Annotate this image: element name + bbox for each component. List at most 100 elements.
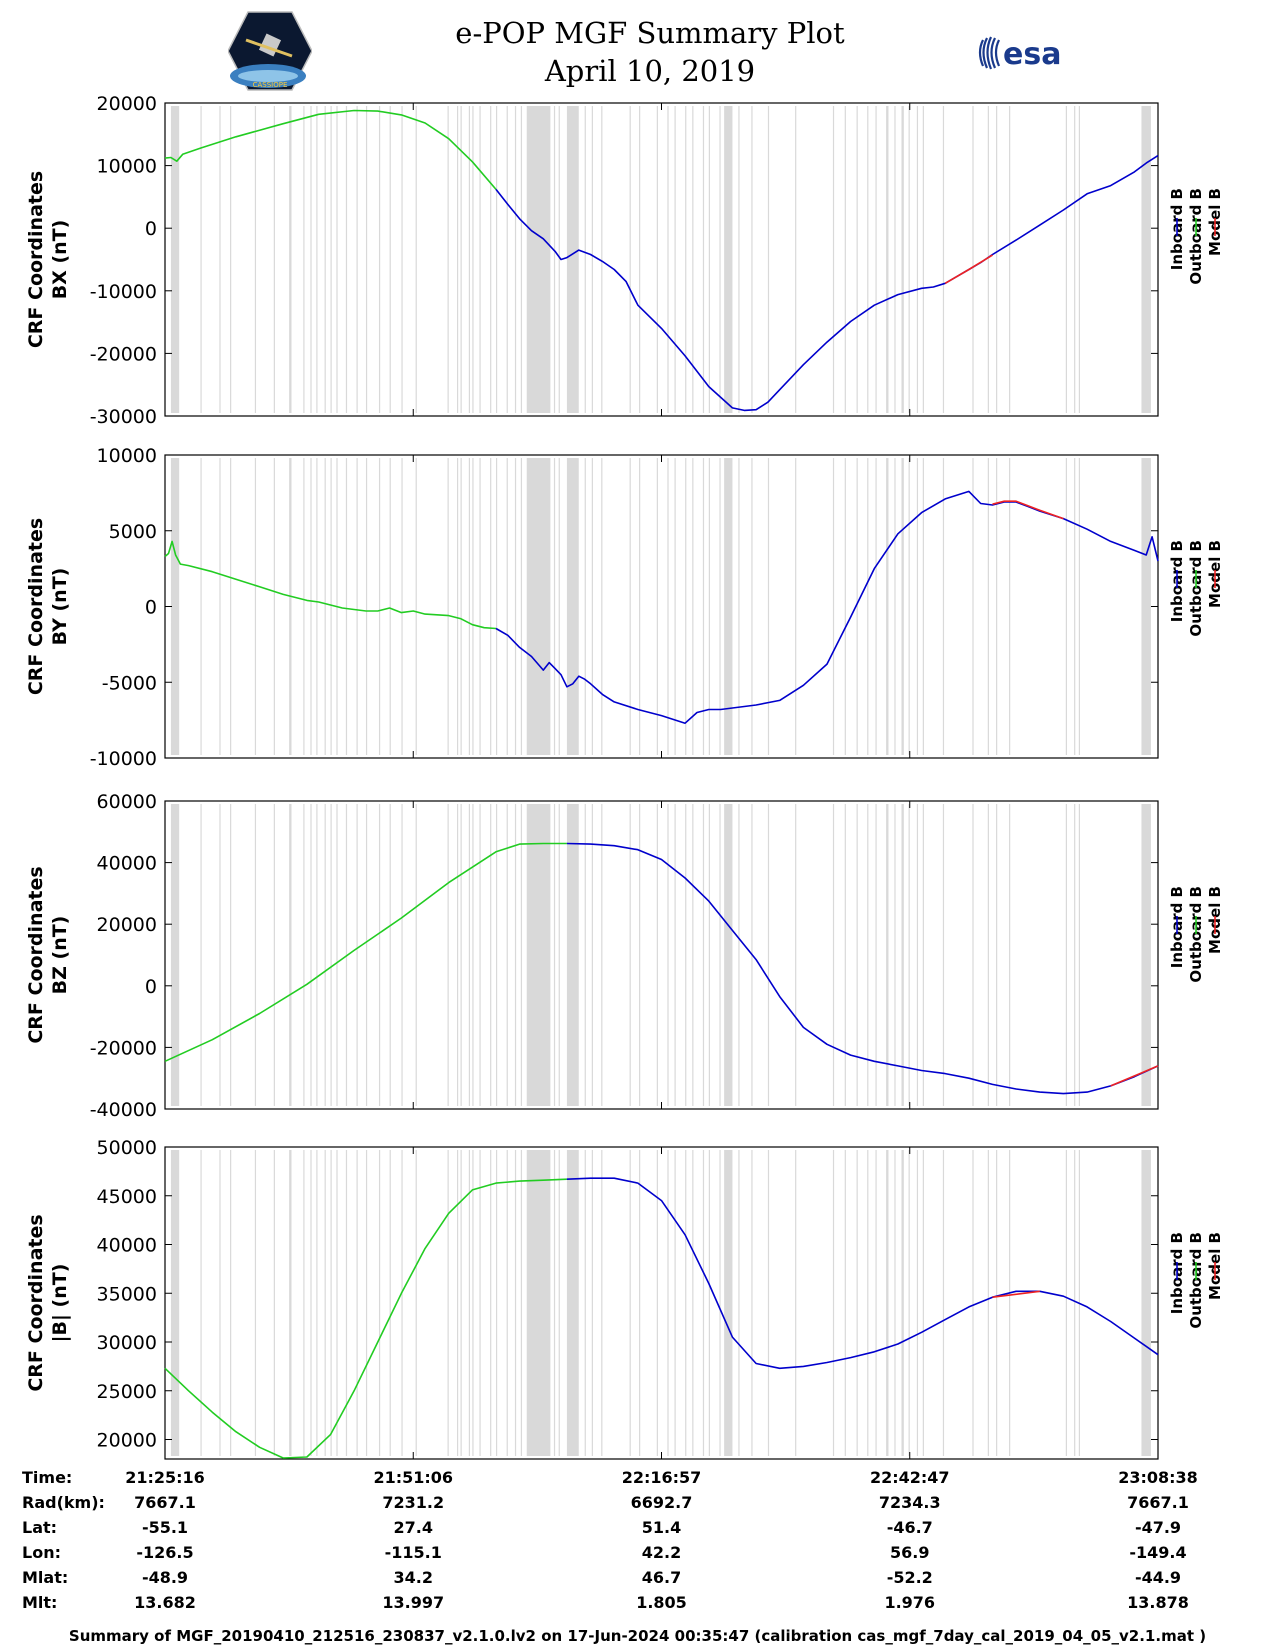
y-tick-label: 10000 — [97, 156, 157, 178]
plot-panels: 20000 10000 0 -10000 -20000 -30000 CRF Coordin… — [25, 93, 1224, 1460]
y-tick-label: 25000 — [97, 1381, 157, 1403]
chart-panel-1: 20000 10000 0 -10000 -20000 -30000 CRF Coordin… — [25, 93, 1224, 428]
data-gap-shade — [345, 106, 348, 413]
data-gap-shade — [468, 106, 471, 413]
y-tick-label: 20000 — [97, 1430, 157, 1452]
y-tick-label: 5000 — [109, 521, 157, 543]
data-gap-shade — [460, 458, 462, 755]
data-gap-shade — [200, 1150, 202, 1456]
data-gap-shade — [867, 1150, 869, 1456]
data-gap-shade — [365, 106, 368, 413]
series-line-inboard-b — [566, 842, 1159, 1095]
data-gap-shade — [591, 458, 593, 755]
data-gap-shade — [894, 106, 896, 413]
info-cell: -52.2 — [886, 1568, 933, 1587]
data-gap-shade — [708, 458, 710, 755]
info-cell: -126.5 — [136, 1543, 194, 1562]
data-gap-shade — [378, 804, 381, 1106]
data-gap-shade — [219, 1150, 221, 1456]
chart-panel-2: 10000 5000 0 -5000 -10000 CRF Coordinates BY (… — [25, 445, 1224, 770]
data-gap-shade — [738, 458, 740, 755]
series-line-outboard-b — [164, 1178, 567, 1459]
info-cell: -115.1 — [384, 1543, 442, 1562]
data-gap-shade — [795, 804, 797, 1106]
data-gap-shade — [1065, 804, 1067, 1106]
data-gap-shade — [553, 1150, 556, 1456]
data-gap-shade — [692, 1150, 694, 1456]
cassiope-mission-logo: CASSIOPE — [228, 11, 312, 91]
y-tick-label: 35000 — [97, 1283, 157, 1305]
data-gap-shade — [832, 1150, 835, 1456]
data-gap-shade — [324, 1150, 326, 1456]
y-tick-label: 20000 — [97, 93, 157, 115]
data-gap-shade — [330, 458, 332, 755]
data-gap-shade — [460, 1150, 462, 1456]
data-gap-shade — [922, 804, 924, 1106]
data-gap-shade — [667, 106, 669, 413]
data-gap-shade — [558, 106, 560, 413]
data-gap-shade — [886, 106, 889, 413]
info-cell: 21:25:16 — [125, 1468, 205, 1487]
data-gap-shade — [401, 106, 403, 413]
y-axis-label-line1: CRF Coordinates — [25, 1214, 47, 1391]
y-tick-label: 0 — [145, 218, 157, 240]
data-gap-shade — [702, 1150, 705, 1456]
series-line-outboard-b — [164, 842, 567, 1063]
data-gap-shade — [330, 106, 332, 413]
data-gap-shade — [365, 1150, 368, 1456]
data-gap-shade — [490, 804, 492, 1106]
data-gap-shade — [719, 804, 721, 1106]
data-gap-shade — [447, 106, 449, 413]
y-axis-label: CRF Coordinates BY (nT) — [25, 518, 71, 695]
data-gap-shade — [908, 458, 910, 755]
data-gap-shade — [795, 106, 797, 413]
data-gap-shade — [751, 1150, 753, 1456]
series-line-model-b — [1110, 1065, 1159, 1087]
data-gap-shade — [553, 106, 556, 413]
y-axis-label: CRF Coordinates |B| (nT) — [25, 1214, 71, 1391]
info-cell: 7667.1 — [134, 1493, 196, 1512]
data-gap-shade — [514, 1150, 517, 1456]
info-cell: -46.7 — [886, 1518, 933, 1537]
data-gap-shade — [996, 804, 998, 1106]
data-gap-shade — [170, 106, 180, 413]
data-gap-shade — [942, 458, 945, 755]
series-line-model-b — [992, 1290, 1040, 1298]
data-gap-shade — [901, 1150, 904, 1456]
y-tick-label: 60000 — [97, 791, 157, 813]
data-gap-shade — [987, 106, 989, 413]
data-gap-shade — [506, 458, 508, 755]
info-row-label: Time: — [22, 1468, 73, 1487]
data-gap-shade — [667, 1150, 669, 1456]
data-gap-shade — [506, 804, 508, 1106]
series-line-model-b — [992, 500, 1064, 520]
data-gap-shade — [916, 1150, 919, 1456]
data-gap-shade — [558, 804, 560, 1106]
data-gap-shade — [1074, 1150, 1076, 1456]
data-gap-shade — [656, 804, 658, 1106]
data-gap-shade — [667, 458, 669, 755]
data-gap-shade — [310, 458, 312, 755]
data-gap-shade — [566, 1150, 579, 1456]
data-gap-shade — [702, 804, 705, 1106]
data-gap-shade — [856, 458, 858, 755]
data-gap-shade — [520, 1150, 523, 1456]
data-gap-shade — [767, 1150, 770, 1456]
data-gap-shade — [591, 1150, 593, 1456]
orbit-info-table: Time: 21:25:16 21:51:06 22:16:57 22:42:47 23:… — [22, 1468, 1262, 1618]
data-gap-shade — [520, 458, 523, 755]
chart-panel-4: 50000 45000 40000 35000 30000 25000 20000 CRF C… — [25, 1137, 1224, 1460]
data-gap-shade — [479, 804, 481, 1106]
y-axis-label-line1: CRF Coordinates — [25, 518, 47, 695]
data-gap-shade — [526, 804, 551, 1106]
info-cell: -48.9 — [141, 1568, 189, 1587]
data-gap-shade — [685, 1150, 687, 1456]
data-gap-shade — [520, 804, 523, 1106]
data-gap-shade — [708, 106, 710, 413]
data-gap-shade — [254, 804, 257, 1106]
info-cell: 21:51:06 — [373, 1468, 454, 1487]
data-gap-shade — [708, 1150, 710, 1456]
data-gap-shade — [415, 1150, 417, 1456]
info-cell: 7234.3 — [878, 1493, 941, 1512]
data-gap-shade — [719, 106, 721, 413]
